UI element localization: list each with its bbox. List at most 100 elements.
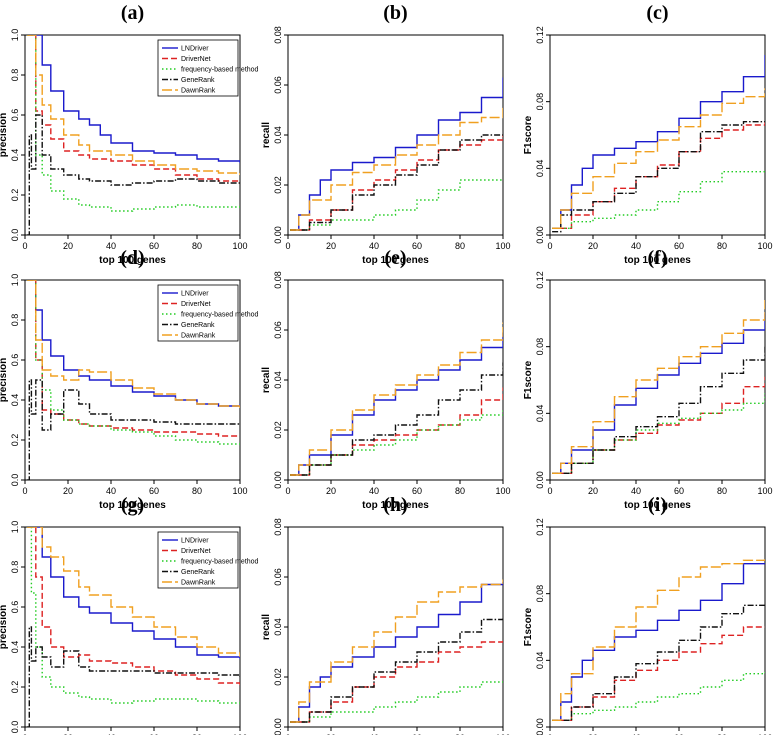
legend-label: DawnRank [181,88,216,95]
chart-panel: (i) 0 20 40 60 80 100 0.00 0.04 0.08 0.12 top 100 g… [523,494,773,735]
x-tick-label: 0 [547,241,552,251]
y-tick-label: 0.04 [273,618,283,636]
x-tick-label: 80 [455,486,465,496]
x-tick-label: 80 [192,241,202,251]
y-tick-label: 0.2 [10,189,20,202]
legend: LNDriver DriverNet frequency-based method G… [158,285,259,341]
y-tick-label: 1.0 [10,29,20,42]
y-tick-label: 0.08 [273,271,283,289]
x-tick-label: 60 [674,241,684,251]
y-tick-label: 0.2 [10,434,20,447]
panel-label: (c) [646,2,668,24]
legend-label: GeneRank [181,569,215,576]
x-tick-label: 20 [588,486,598,496]
x-tick-label: 80 [455,241,465,251]
series-line [552,300,765,473]
legend-label: DawnRank [181,580,216,587]
panel-label: (i) [648,494,667,516]
y-tick-label: 0.04 [273,126,283,144]
y-tick-label: 0.06 [273,568,283,586]
legend: LNDriver DriverNet frequency-based method G… [158,532,259,588]
plot-frame [288,35,503,235]
legend-label: frequency-based method [181,312,259,319]
series-line [27,627,240,727]
legend-label: GeneRank [181,77,215,84]
y-tick-label: 0.4 [10,394,20,407]
x-tick-label: 100 [757,241,772,251]
y-tick-label: 0.8 [10,69,20,82]
y-tick-label: 0.00 [535,226,545,244]
panel-label: (g) [121,494,144,516]
y-axis-label: precision [0,113,9,157]
chart-panel: (h)0204060801000.000.020.040.060.08top 1… [261,494,511,735]
panel-label: (e) [384,247,406,269]
chart-panel: (c) 0 20 40 60 80 100 0.00 0.04 0.08 0.12 top 100 g… [523,2,773,266]
y-tick-label: 0.08 [273,26,283,44]
x-tick-label: 60 [149,486,159,496]
chart-panel: (e)0 20 40 60 80 1000.000.020.040.060.08top 1… [261,247,511,511]
x-tick-label: 20 [326,241,336,251]
legend-label: GeneRank [181,322,215,329]
y-tick-label: 0.02 [273,668,283,686]
y-axis-label: recall [261,367,272,393]
panel-label: (d) [120,247,144,269]
y-tick-label: 0.6 [10,354,20,367]
y-tick-label: 0.8 [10,561,20,574]
x-tick-label: 60 [412,486,422,496]
y-tick-label: 0.08 [535,338,545,356]
y-tick-label: 0.12 [535,271,545,289]
series-line [290,388,503,476]
y-axis-label: recall [261,614,272,640]
legend-label: LNDriver [181,538,209,545]
series-line [290,78,503,231]
y-tick-label: 0.0 [10,229,20,242]
y-tick-label: 1.0 [10,274,20,287]
series-line [290,680,503,723]
y-axis-label: F1score [523,607,534,646]
series-line [552,88,765,228]
x-tick-label: 20 [588,241,598,251]
x-tick-label: 100 [232,241,247,251]
x-tick-label: 80 [192,486,202,496]
series-line [290,323,503,476]
series-line [290,135,503,230]
y-tick-label: 1.0 [10,521,20,534]
y-tick-label: 0.6 [10,109,20,122]
y-tick-label: 0.00 [273,718,283,735]
y-tick-label: 0.06 [273,321,283,339]
legend-label: DriverNet [181,56,211,63]
legend-label: DriverNet [181,301,211,308]
x-tick-label: 0 [547,486,552,496]
panel-label: (f) [648,247,668,269]
y-tick-label: 0.04 [535,405,545,423]
y-tick-label: 0.4 [10,641,20,654]
y-axis-label: F1score [523,115,534,154]
y-tick-label: 0.0 [10,474,20,487]
y-tick-label: 0.6 [10,601,20,614]
x-tick-label: 40 [106,241,116,251]
y-tick-label: 0.00 [535,718,545,735]
series-line [290,582,503,722]
series-line [290,640,503,723]
series-line [290,580,503,723]
series-line [552,377,765,474]
chart-panel: (g) 0 20 40 60 80 100 0.0 0.2 0.4 0.6 0.8 1.0 top 100… [0,494,259,735]
y-tick-label: 0.04 [535,652,545,670]
y-tick-label: 0.2 [10,681,20,694]
y-axis-label: recall [261,122,272,148]
x-tick-label: 100 [495,486,510,496]
x-tick-label: 100 [232,486,247,496]
series-line [552,393,765,473]
x-tick-label: 20 [63,241,73,251]
y-tick-label: 0.06 [273,76,283,94]
y-tick-label: 0.08 [535,93,545,111]
legend-label: frequency-based method [181,67,259,74]
series-line [290,135,503,230]
panel-label: (h) [383,494,407,516]
x-tick-label: 0 [285,241,290,251]
series-line [290,617,503,722]
legend: LNDriver DriverNet frequency-based method G… [158,40,259,96]
x-tick-label: 0 [22,241,27,251]
y-tick-label: 0.8 [10,314,20,327]
chart-panel: (a)0 20 40 60 80 1000.00.20.40.60.81.0top 100… [0,2,259,266]
